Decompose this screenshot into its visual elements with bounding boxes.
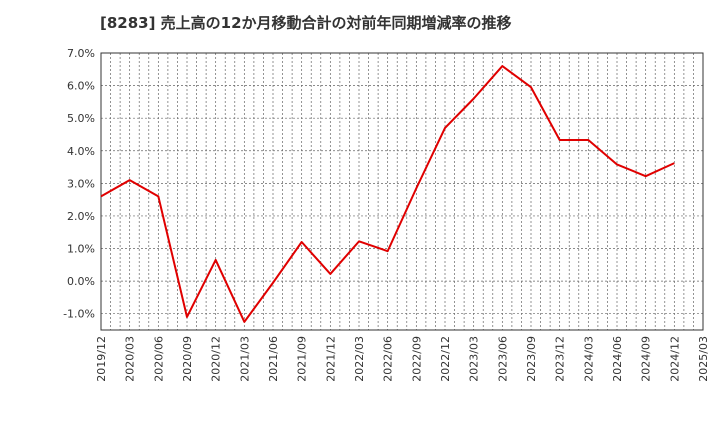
y-tick-label: 6.0% [67, 80, 95, 93]
x-tick-label: 2024/12 [668, 336, 681, 382]
x-axis-tick-labels: 2019/12 2020/03 2020/06 2020/09 2020/12 2021/… [95, 336, 710, 382]
series-lines [100, 65, 675, 323]
x-tick-label: 2024/03 [582, 336, 595, 382]
x-tick-label: 2021/03 [238, 336, 251, 382]
x-tick-label: 2022/03 [353, 336, 366, 382]
x-tick-label: 2024/09 [640, 336, 653, 382]
x-tick-label: 2023/12 [554, 336, 567, 382]
plot-frame [100, 52, 704, 331]
x-tick-label: 2022/09 [410, 336, 423, 382]
x-tick-label: 2022/06 [382, 336, 395, 382]
x-tick-label: 2020/09 [181, 336, 194, 382]
x-tick-label: 2024/06 [611, 336, 624, 382]
y-tick-label: -1.0% [63, 308, 95, 321]
y-tick-label: 0.0% [67, 275, 95, 288]
plot-background [101, 53, 703, 330]
x-tick-label: 2023/03 [468, 336, 481, 382]
y-tick-label: 4.0% [67, 145, 95, 158]
y-tick-label: 7.0% [67, 47, 95, 60]
x-tick-label: 2023/09 [525, 336, 538, 382]
x-tick-label: 2020/06 [152, 336, 165, 382]
y-tick-label: 5.0% [67, 112, 95, 125]
x-tick-label: 2020/03 [124, 336, 137, 382]
x-tick-label: 2019/12 [95, 336, 108, 382]
x-tick-label: 2021/12 [324, 336, 337, 382]
x-tick-label: 2025/03 [697, 336, 710, 382]
x-tick-label: 2020/12 [210, 336, 223, 382]
y-tick-label: 2.0% [67, 210, 95, 223]
y-tick-label: 3.0% [67, 177, 95, 190]
x-tick-label: 2021/09 [296, 336, 309, 382]
y-tick-label: 1.0% [67, 243, 95, 256]
x-tick-label: 2022/12 [439, 336, 452, 382]
x-tick-label: 2021/06 [267, 336, 280, 382]
chart-title: [8283] 売上高の12か月移動合計の対前年同期増減率の推移 [100, 14, 512, 32]
x-tick-label: 2023/06 [496, 336, 509, 382]
y-axis-tick-labels: 7.0% 6.0% 5.0% 4.0% 3.0% 2.0% 1.0% 0.0% -1.0% [63, 47, 95, 321]
